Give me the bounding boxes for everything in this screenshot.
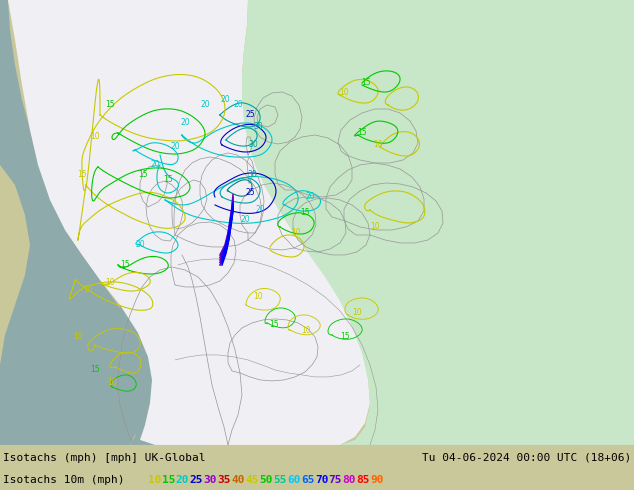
Text: 15: 15 — [357, 128, 367, 138]
Text: Isotachs (mph) [mph] UK-Global: Isotachs (mph) [mph] UK-Global — [3, 453, 205, 463]
Text: 15: 15 — [77, 171, 87, 179]
Text: 10: 10 — [148, 475, 162, 485]
Text: 70: 70 — [315, 475, 328, 485]
Text: 20: 20 — [233, 100, 243, 109]
Text: 10: 10 — [353, 308, 362, 318]
Text: 20: 20 — [200, 100, 210, 109]
Text: 65: 65 — [301, 475, 314, 485]
Text: 25: 25 — [190, 475, 204, 485]
Text: 35: 35 — [217, 475, 231, 485]
Text: 10: 10 — [291, 228, 301, 238]
Polygon shape — [242, 0, 634, 445]
Text: 25: 25 — [245, 110, 255, 120]
Text: 10: 10 — [73, 332, 83, 342]
Text: Isotachs 10m (mph): Isotachs 10m (mph) — [3, 475, 124, 485]
Text: 40: 40 — [231, 475, 245, 485]
Text: 10: 10 — [107, 378, 117, 388]
Text: 30: 30 — [253, 122, 263, 131]
Text: 15: 15 — [138, 171, 148, 179]
Text: 20: 20 — [240, 216, 250, 224]
Text: 10: 10 — [253, 293, 263, 301]
Text: 10: 10 — [373, 141, 383, 149]
Text: 15: 15 — [163, 175, 173, 184]
Text: 15: 15 — [90, 366, 100, 374]
Text: 10: 10 — [339, 89, 349, 98]
Text: 45: 45 — [245, 475, 259, 485]
Text: 15: 15 — [300, 208, 310, 218]
Text: 15: 15 — [162, 475, 176, 485]
Text: 50: 50 — [259, 475, 273, 485]
Text: 55: 55 — [273, 475, 287, 485]
Text: 15: 15 — [105, 100, 115, 109]
Text: Tu 04-06-2024 00:00 UTC (18+06): Tu 04-06-2024 00:00 UTC (18+06) — [422, 453, 631, 463]
Text: 20: 20 — [150, 160, 160, 170]
Text: 20: 20 — [305, 193, 315, 201]
Text: 20: 20 — [220, 96, 230, 104]
Text: 30: 30 — [248, 141, 258, 149]
Text: 25: 25 — [245, 189, 255, 197]
Text: 80: 80 — [342, 475, 356, 485]
Text: 15: 15 — [120, 261, 130, 270]
Text: 20: 20 — [170, 143, 180, 151]
Polygon shape — [115, 280, 230, 445]
Text: 75: 75 — [328, 475, 342, 485]
Polygon shape — [0, 0, 145, 445]
Polygon shape — [0, 0, 370, 445]
Text: 30: 30 — [204, 475, 217, 485]
Text: 15: 15 — [269, 320, 279, 329]
Text: 10: 10 — [370, 222, 380, 231]
Text: 15: 15 — [361, 78, 371, 88]
Text: 20: 20 — [180, 119, 190, 127]
Text: 20: 20 — [256, 205, 265, 215]
Text: 85: 85 — [356, 475, 370, 485]
Text: 60: 60 — [287, 475, 301, 485]
Text: 90: 90 — [370, 475, 384, 485]
Text: 10: 10 — [105, 278, 115, 288]
Text: 10: 10 — [90, 132, 100, 142]
Text: 20: 20 — [176, 475, 190, 485]
Text: 30: 30 — [247, 171, 257, 179]
Text: 10: 10 — [83, 286, 93, 294]
Text: 15: 15 — [340, 332, 350, 342]
Text: 20: 20 — [135, 241, 145, 249]
Text: 10: 10 — [301, 326, 311, 336]
